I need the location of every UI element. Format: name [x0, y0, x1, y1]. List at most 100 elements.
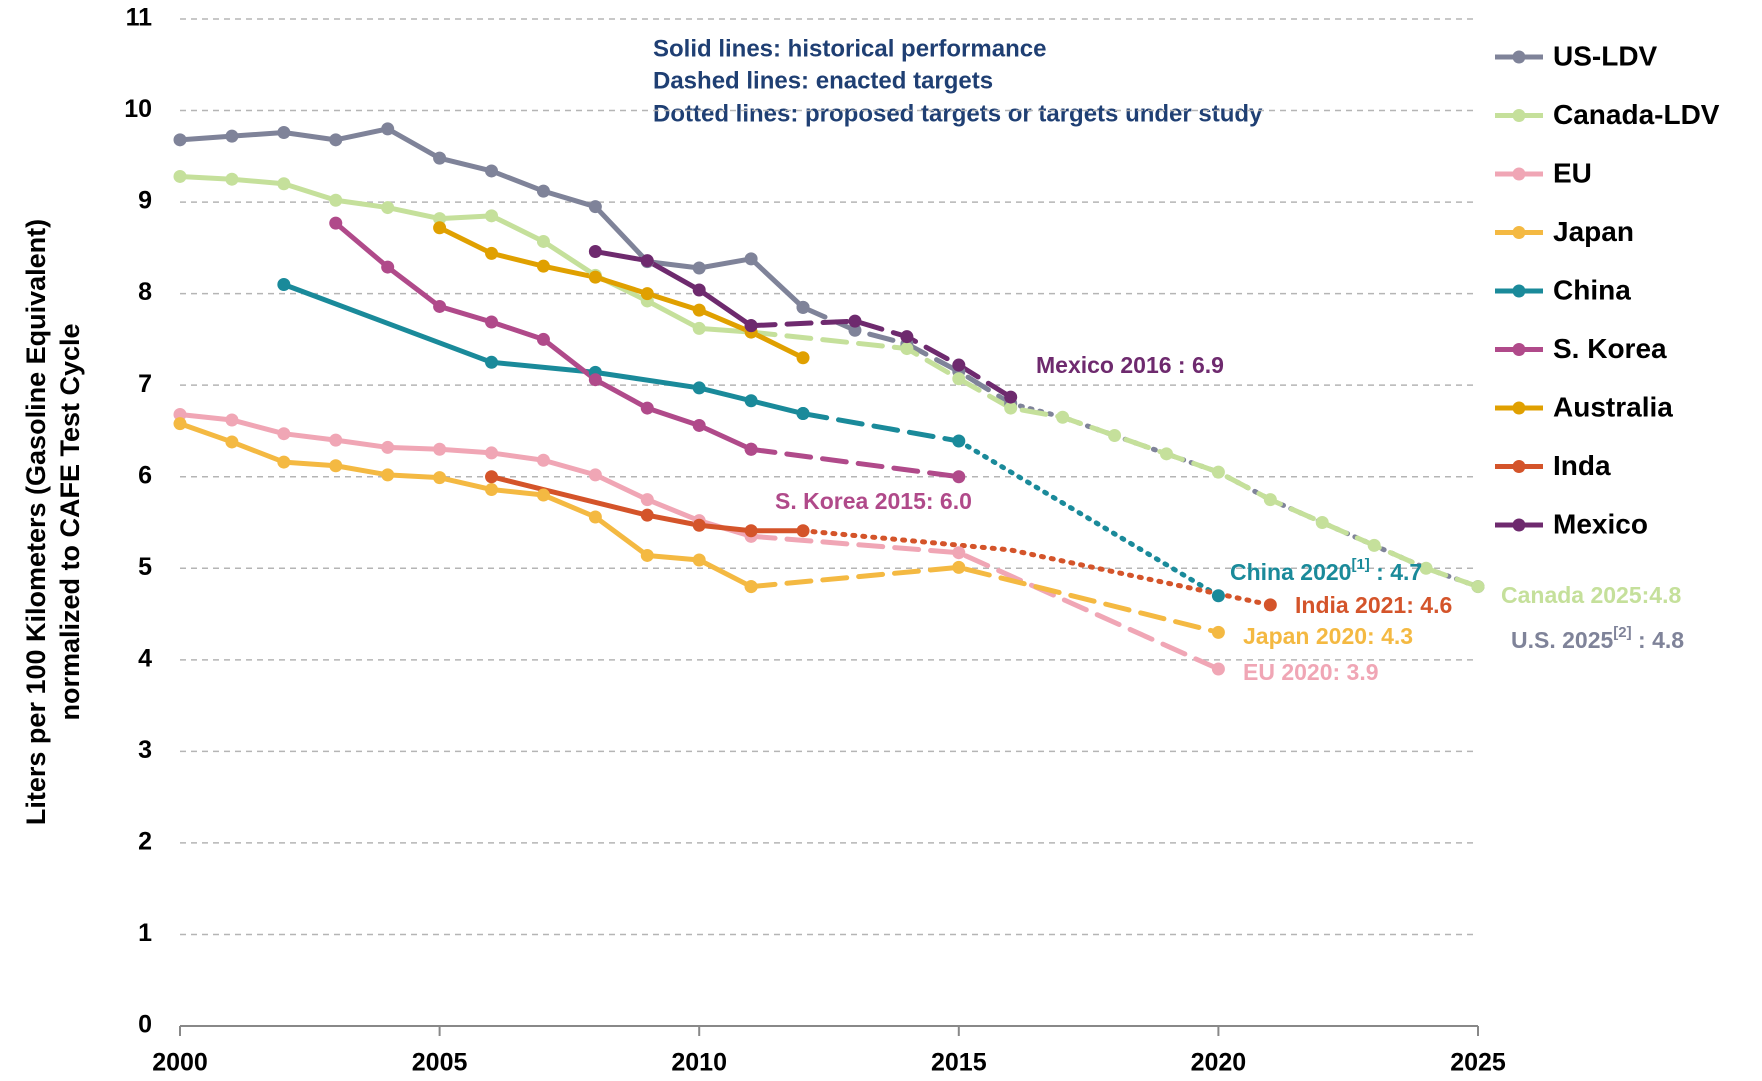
x-tick-label: 2015: [931, 1049, 987, 1077]
annotation-text: Japan 2020: 4.3: [1243, 623, 1413, 649]
point: [485, 470, 499, 484]
legend-label: Mexico: [1553, 508, 1648, 539]
annotation-text: Mexico 2016 : 6.9: [1036, 352, 1224, 378]
point: [225, 413, 239, 427]
x-tick-label: 2010: [671, 1049, 727, 1077]
point: [381, 201, 395, 215]
point: [848, 314, 862, 328]
annotation: EU 2020: 3.9: [1243, 659, 1379, 685]
point: [485, 315, 499, 329]
point: [485, 446, 499, 460]
annotation-text: EU 2020: 3.9: [1243, 659, 1379, 685]
y-tick-label: 3: [138, 736, 152, 764]
point: [381, 440, 395, 454]
point: [173, 407, 187, 421]
point: [1263, 493, 1277, 507]
annotation-text: U.S. 2025: [1511, 627, 1613, 653]
y-tick-label: 9: [138, 187, 152, 215]
series-line: [800, 411, 962, 444]
y-tick-label: 7: [138, 370, 152, 398]
point: [536, 332, 550, 346]
legend-marker: [1512, 50, 1526, 64]
annotation: India 2021: 4.6: [1295, 592, 1452, 618]
point: [277, 177, 291, 191]
point: [744, 524, 758, 538]
legend-marker: [1512, 401, 1526, 415]
point: [1471, 580, 1485, 594]
point: [588, 270, 602, 284]
point: [848, 323, 862, 337]
annotation-text: Canada 2025:4.8: [1501, 582, 1681, 608]
point: [796, 300, 810, 314]
x-tick-label: 2020: [1191, 1049, 1247, 1077]
point: [1367, 538, 1381, 552]
point: [329, 433, 343, 447]
annotation-sup: [2]: [1613, 624, 1631, 641]
annotation-text: China 2020: [1230, 559, 1351, 585]
series-line: [177, 173, 754, 335]
y-tick-label: 10: [124, 95, 152, 123]
point: [692, 261, 706, 275]
annotation: Canada 2025:4.8: [1501, 582, 1681, 608]
point: [952, 560, 966, 574]
point: [433, 442, 447, 456]
point: [173, 417, 187, 431]
point: [536, 259, 550, 273]
point: [692, 321, 706, 335]
annotation-text: : 4.7: [1370, 559, 1422, 585]
point: [744, 252, 758, 266]
point: [381, 122, 395, 136]
point: [640, 493, 654, 507]
series-line: [177, 411, 754, 539]
point: [692, 303, 706, 317]
point: [744, 394, 758, 408]
point: [1056, 410, 1070, 424]
point: [1315, 516, 1329, 529]
point: [485, 164, 499, 178]
point: [796, 351, 810, 365]
point: [952, 546, 966, 560]
point: [485, 355, 499, 369]
legend-marker: [1512, 226, 1526, 239]
point: [225, 172, 239, 186]
point: [588, 245, 602, 259]
point: [329, 193, 343, 207]
y-tick-label: 5: [138, 553, 152, 581]
point: [692, 283, 706, 297]
point: [640, 287, 654, 301]
annotation: S. Korea 2015: 6.0: [775, 488, 972, 514]
point: [536, 488, 550, 502]
annotation-text: S. Korea 2015: 6.0: [775, 488, 972, 514]
point: [433, 212, 447, 226]
annotation: Mexico 2016 : 6.9: [1036, 352, 1224, 378]
point: [381, 468, 395, 482]
annotation-text: India 2021: 4.6: [1295, 592, 1452, 618]
point: [277, 277, 291, 291]
point: [225, 435, 239, 449]
point: [536, 453, 550, 467]
series-line: [956, 438, 1221, 599]
point: [381, 260, 395, 274]
annotation: China 2020[1] : 4.7: [1230, 556, 1422, 585]
point: [485, 209, 499, 223]
legend-label: Inda: [1553, 450, 1611, 481]
point: [536, 234, 550, 248]
series-line: [748, 564, 1221, 635]
point: [1004, 390, 1018, 404]
x-tick-label: 2000: [152, 1049, 208, 1077]
series-line: [748, 533, 1221, 672]
point: [485, 483, 499, 497]
point: [277, 126, 291, 140]
y-tick-label: 0: [138, 1011, 152, 1039]
note: Solid lines: historical performance: [653, 35, 1046, 62]
series-line: [800, 528, 1273, 608]
point: [277, 455, 291, 469]
point: [433, 221, 447, 235]
legend-marker: [1512, 460, 1526, 473]
legend-marker: [1512, 167, 1526, 181]
point: [1211, 662, 1225, 676]
point: [900, 330, 914, 344]
legend-label: China: [1553, 274, 1631, 305]
point: [640, 548, 654, 562]
